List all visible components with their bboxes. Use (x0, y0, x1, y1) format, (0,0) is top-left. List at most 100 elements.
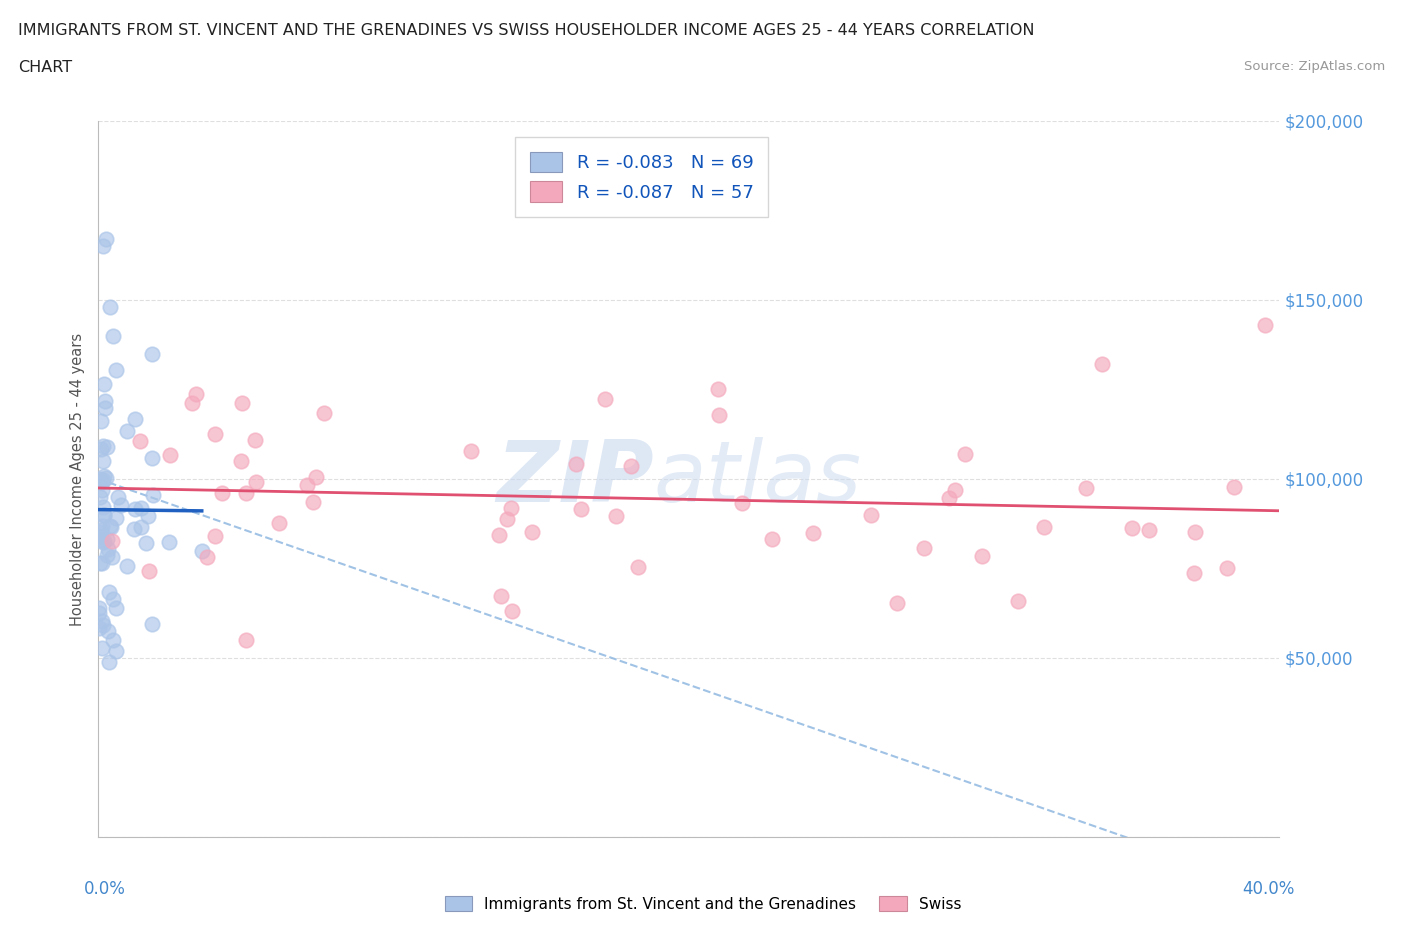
Point (488, 527, 510, 542)
Point (1222, 480, 1244, 495)
Text: 40.0%: 40.0% (1241, 880, 1295, 898)
Point (101, 533, 124, 548)
Point (605, 509, 627, 524)
Point (103, 632, 125, 647)
Point (89, 490, 111, 505)
Point (97, 623, 120, 638)
Point (731, 496, 754, 511)
Point (93, 507, 115, 522)
Point (886, 595, 908, 610)
Point (104, 363, 127, 378)
Point (91, 453, 114, 468)
Point (1137, 523, 1160, 538)
Point (522, 525, 544, 539)
Point (90, 519, 112, 534)
Point (912, 540, 935, 555)
Point (94, 232, 117, 246)
Point (970, 549, 993, 564)
Point (129, 501, 152, 516)
Text: IMMIGRANTS FROM ST. VINCENT AND THE GRENADINES VS SWISS HOUSEHOLDER INCOME AGES : IMMIGRANTS FROM ST. VINCENT AND THE GREN… (18, 23, 1035, 38)
Point (138, 564, 160, 578)
Point (1091, 357, 1114, 372)
Point (131, 520, 153, 535)
Point (231, 453, 253, 468)
Point (105, 511, 128, 525)
Point (98, 585, 121, 600)
Point (124, 501, 146, 516)
Point (141, 450, 163, 465)
Point (302, 495, 325, 510)
Point (211, 485, 233, 500)
Text: atlas: atlas (654, 437, 862, 521)
Point (90, 442, 112, 457)
Point (110, 498, 132, 512)
Point (593, 392, 616, 406)
Point (90, 528, 112, 543)
Point (1184, 525, 1206, 539)
Point (157, 534, 180, 549)
Point (191, 543, 214, 558)
Point (90, 641, 112, 656)
Point (142, 487, 165, 502)
Point (501, 604, 523, 618)
Point (89, 472, 111, 486)
Point (91, 618, 114, 632)
Point (231, 395, 253, 410)
Point (159, 448, 181, 463)
Text: ZIP: ZIP (496, 437, 654, 521)
Point (98, 299, 121, 314)
Point (204, 427, 226, 442)
Point (627, 560, 650, 575)
Text: 0.0%: 0.0% (84, 880, 125, 898)
Point (314, 405, 336, 420)
Point (305, 469, 328, 484)
Point (103, 591, 125, 606)
Point (204, 528, 226, 543)
Point (709, 408, 731, 423)
Point (135, 535, 157, 550)
Point (141, 617, 163, 631)
Point (565, 456, 588, 471)
Point (90, 523, 112, 538)
Point (953, 446, 976, 461)
Point (105, 644, 128, 658)
Point (105, 601, 128, 616)
Point (96, 471, 118, 485)
Point (107, 489, 129, 504)
Point (243, 432, 266, 447)
Point (90, 556, 112, 571)
Point (138, 509, 160, 524)
Point (94, 401, 117, 416)
Point (93, 534, 115, 549)
Point (101, 550, 124, 565)
Point (1184, 565, 1206, 580)
Point (96, 440, 118, 455)
Point (103, 328, 125, 343)
Y-axis label: Householder Income Ages 25 - 44 years: Householder Income Ages 25 - 44 years (70, 332, 86, 626)
Point (1074, 481, 1097, 496)
Legend: Immigrants from St. Vincent and the Grenadines, Swiss: Immigrants from St. Vincent and the Gren… (439, 889, 967, 918)
Point (90, 614, 112, 629)
Point (491, 589, 513, 604)
Point (91, 534, 114, 549)
Point (89, 532, 111, 547)
Point (96, 548, 118, 563)
Point (93, 438, 115, 453)
Point (235, 632, 257, 647)
Point (91, 483, 114, 498)
Point (1254, 317, 1277, 332)
Point (93, 508, 115, 523)
Point (91, 239, 114, 254)
Point (100, 520, 122, 535)
Point (91, 499, 114, 514)
Point (620, 458, 643, 473)
Point (97, 541, 120, 556)
Point (801, 525, 824, 540)
Point (571, 502, 593, 517)
Point (89, 555, 111, 570)
Point (245, 474, 267, 489)
Text: CHART: CHART (18, 60, 72, 75)
Point (1121, 521, 1143, 536)
Point (761, 532, 783, 547)
Point (186, 387, 208, 402)
